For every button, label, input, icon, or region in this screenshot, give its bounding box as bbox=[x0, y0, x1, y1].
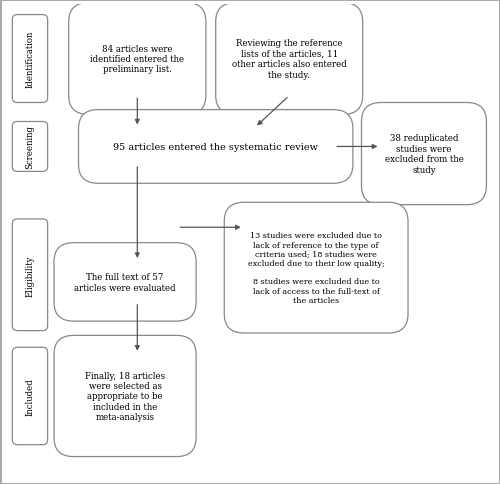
Text: 38 reduplicated
studies were
excluded from the
study: 38 reduplicated studies were excluded fr… bbox=[384, 134, 464, 174]
Text: Included: Included bbox=[26, 378, 35, 415]
FancyBboxPatch shape bbox=[224, 203, 408, 333]
FancyBboxPatch shape bbox=[12, 122, 48, 172]
FancyBboxPatch shape bbox=[54, 243, 196, 321]
Text: Finally, 18 articles
were selected as
appropriate to be
included in the
meta-ana: Finally, 18 articles were selected as ap… bbox=[85, 371, 165, 422]
Text: Identification: Identification bbox=[26, 31, 35, 88]
FancyBboxPatch shape bbox=[54, 336, 196, 456]
Text: 13 studies were excluded due to
lack of reference to the type of
criteria used; : 13 studies were excluded due to lack of … bbox=[248, 232, 384, 304]
FancyBboxPatch shape bbox=[216, 4, 362, 115]
FancyBboxPatch shape bbox=[78, 110, 353, 184]
Text: Reviewing the reference
lists of the articles, 11
other articles also entered
th: Reviewing the reference lists of the art… bbox=[232, 39, 346, 79]
Text: 95 articles entered the systematic review: 95 articles entered the systematic revie… bbox=[113, 143, 318, 151]
FancyBboxPatch shape bbox=[362, 103, 486, 205]
FancyBboxPatch shape bbox=[12, 15, 48, 103]
Text: 84 articles were
identified entered the
preliminary list.: 84 articles were identified entered the … bbox=[90, 45, 184, 74]
Text: Eligibility: Eligibility bbox=[26, 255, 35, 296]
Text: The full text of 57
articles were evaluated: The full text of 57 articles were evalua… bbox=[74, 272, 176, 292]
FancyBboxPatch shape bbox=[12, 348, 48, 445]
FancyBboxPatch shape bbox=[12, 219, 48, 331]
FancyBboxPatch shape bbox=[68, 4, 206, 115]
Text: Screening: Screening bbox=[26, 125, 35, 169]
